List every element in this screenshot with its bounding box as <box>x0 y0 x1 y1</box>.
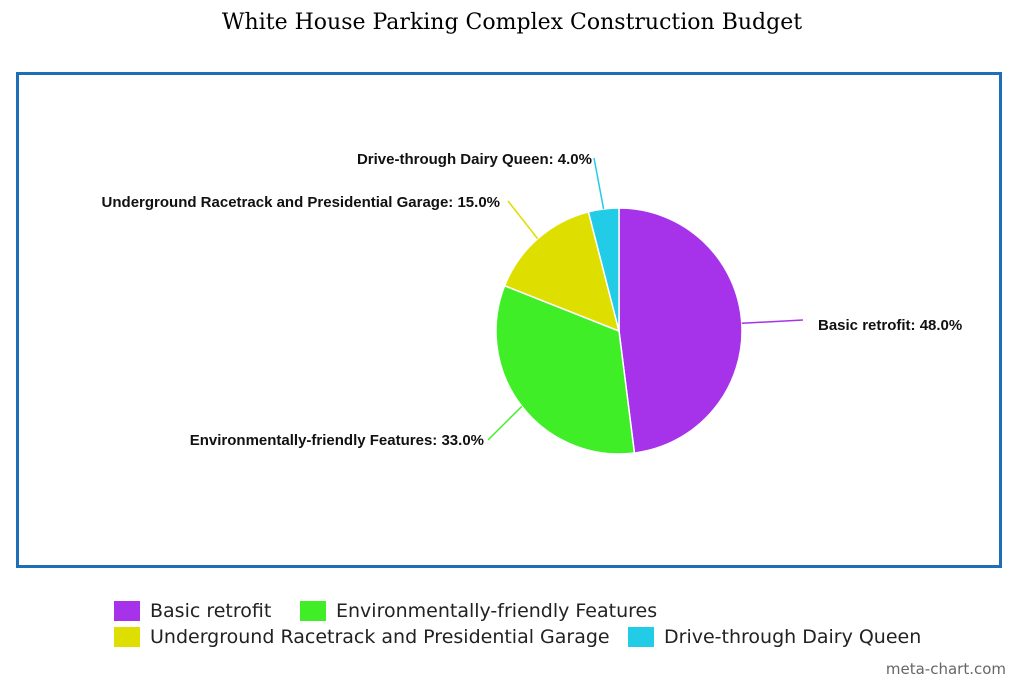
legend-row: Underground Racetrack and Presidential G… <box>114 626 974 652</box>
pie-slice[interactable] <box>618 207 743 454</box>
legend-label: Drive-through Dairy Queen <box>664 626 922 648</box>
legend-label: Environmentally-friendly Features <box>336 600 658 622</box>
slice-label: Underground Racetrack and Presidential G… <box>102 194 500 211</box>
leader-line <box>593 157 605 210</box>
slice-label: Environmentally-friendly Features: 33.0% <box>190 432 484 449</box>
legend-swatch <box>114 601 140 621</box>
plot-area <box>16 72 1002 568</box>
legend: Basic retrofit Environmentally-friendly … <box>114 600 974 652</box>
legend-label: Basic retrofit <box>150 600 272 622</box>
watermark: meta-chart.com <box>885 660 1006 678</box>
legend-swatch <box>628 627 654 647</box>
legend-item-basic-retrofit[interactable]: Basic retrofit <box>114 600 271 622</box>
chart-title: White House Parking Complex Construction… <box>221 10 803 35</box>
leader-line <box>507 200 539 240</box>
slice-label: Drive-through Dairy Queen: 4.0% <box>357 151 592 168</box>
leader-line <box>487 405 523 441</box>
legend-label: Underground Racetrack and Presidential G… <box>150 626 610 648</box>
legend-item-underground-racetrack[interactable]: Underground Racetrack and Presidential G… <box>114 626 610 648</box>
leader-line <box>741 319 804 325</box>
legend-row: Basic retrofit Environmentally-friendly … <box>114 600 974 626</box>
legend-swatch <box>114 627 140 647</box>
slice-label: Basic retrofit: 48.0% <box>818 317 962 334</box>
legend-item-dairy-queen[interactable]: Drive-through Dairy Queen <box>628 626 921 648</box>
legend-item-environmentally-friendly[interactable]: Environmentally-friendly Features <box>300 600 657 622</box>
pie-slice[interactable] <box>503 210 621 333</box>
legend-swatch <box>300 601 326 621</box>
